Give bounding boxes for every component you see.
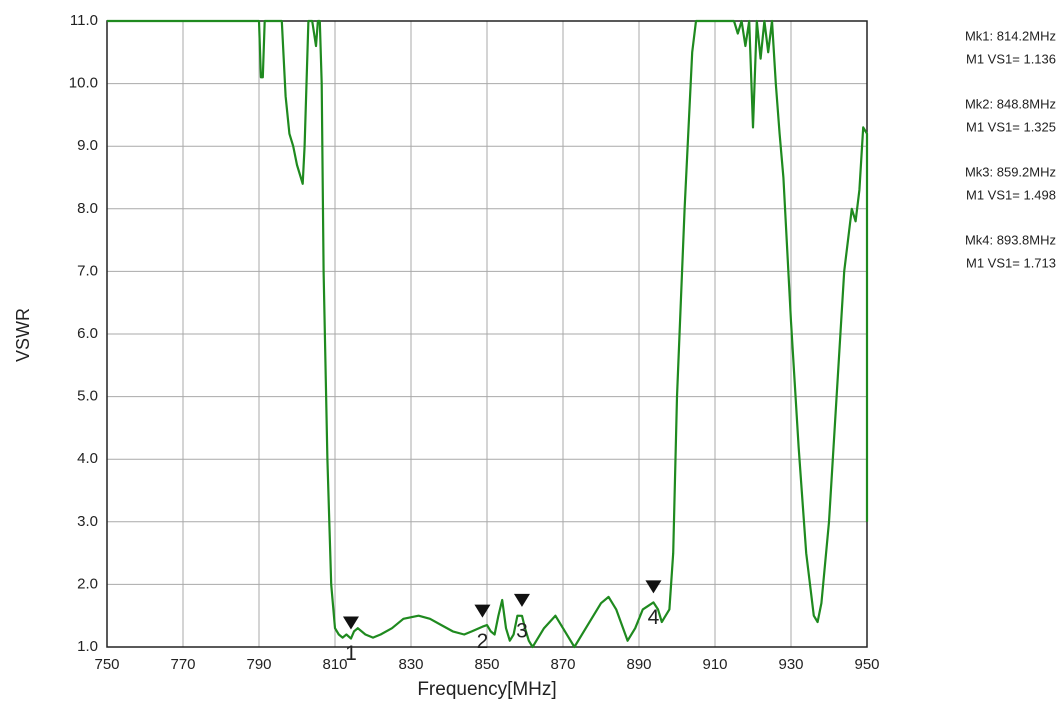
y-tick-label: 3.0 bbox=[77, 513, 98, 530]
x-tick-label: 850 bbox=[474, 656, 499, 673]
x-axis-label: Frequency[MHz] bbox=[417, 679, 556, 700]
x-tick-label: 890 bbox=[626, 656, 651, 673]
trace-line bbox=[107, 19, 869, 649]
marker-frequency: Mk2: 848.8MHz bbox=[965, 96, 1056, 111]
y-tick-label: 1.0 bbox=[77, 638, 98, 655]
x-tick-label: 750 bbox=[94, 656, 119, 673]
x-tick-label: 950 bbox=[854, 656, 879, 673]
marker-frequency: Mk4: 893.8MHz bbox=[965, 232, 1056, 247]
y-axis-label: VSWR bbox=[13, 308, 33, 362]
marker-vswr: M1 VS1= 1.136 bbox=[966, 51, 1056, 66]
marker-label: 2 bbox=[477, 630, 489, 653]
y-tick-label: 5.0 bbox=[77, 388, 98, 405]
marker-triangle bbox=[474, 604, 491, 618]
marker-triangle bbox=[513, 593, 530, 607]
marker-frequency: Mk1: 814.2MHz bbox=[965, 28, 1056, 43]
marker-label: 3 bbox=[516, 619, 528, 642]
x-tick-label: 830 bbox=[398, 656, 423, 673]
y-tick-label: 2.0 bbox=[77, 575, 98, 592]
x-tick-label: 810 bbox=[322, 656, 347, 673]
y-tick-label: 8.0 bbox=[77, 200, 98, 217]
marker-triangle bbox=[645, 580, 662, 594]
y-tick-label: 9.0 bbox=[77, 137, 98, 154]
x-tick-label: 870 bbox=[550, 656, 575, 673]
marker-vswr: M1 VS1= 1.498 bbox=[966, 187, 1056, 202]
marker-label: 4 bbox=[648, 606, 660, 629]
x-tick-label: 770 bbox=[170, 656, 195, 673]
x-tick-label: 930 bbox=[778, 656, 803, 673]
marker-frequency: Mk3: 859.2MHz bbox=[965, 164, 1056, 179]
marker-vswr: M1 VS1= 1.325 bbox=[966, 119, 1056, 134]
marker-vswr: M1 VS1= 1.713 bbox=[966, 255, 1056, 270]
y-tick-label: 4.0 bbox=[77, 450, 98, 467]
x-tick-label: 790 bbox=[246, 656, 271, 673]
y-tick-label: 7.0 bbox=[77, 262, 98, 279]
marker-label: 1 bbox=[345, 642, 357, 665]
y-tick-label: 11.0 bbox=[70, 12, 98, 29]
marker-triangle bbox=[342, 616, 359, 630]
y-tick-label: 10.0 bbox=[69, 75, 98, 92]
y-tick-label: 6.0 bbox=[77, 325, 98, 342]
x-tick-label: 910 bbox=[702, 656, 727, 673]
